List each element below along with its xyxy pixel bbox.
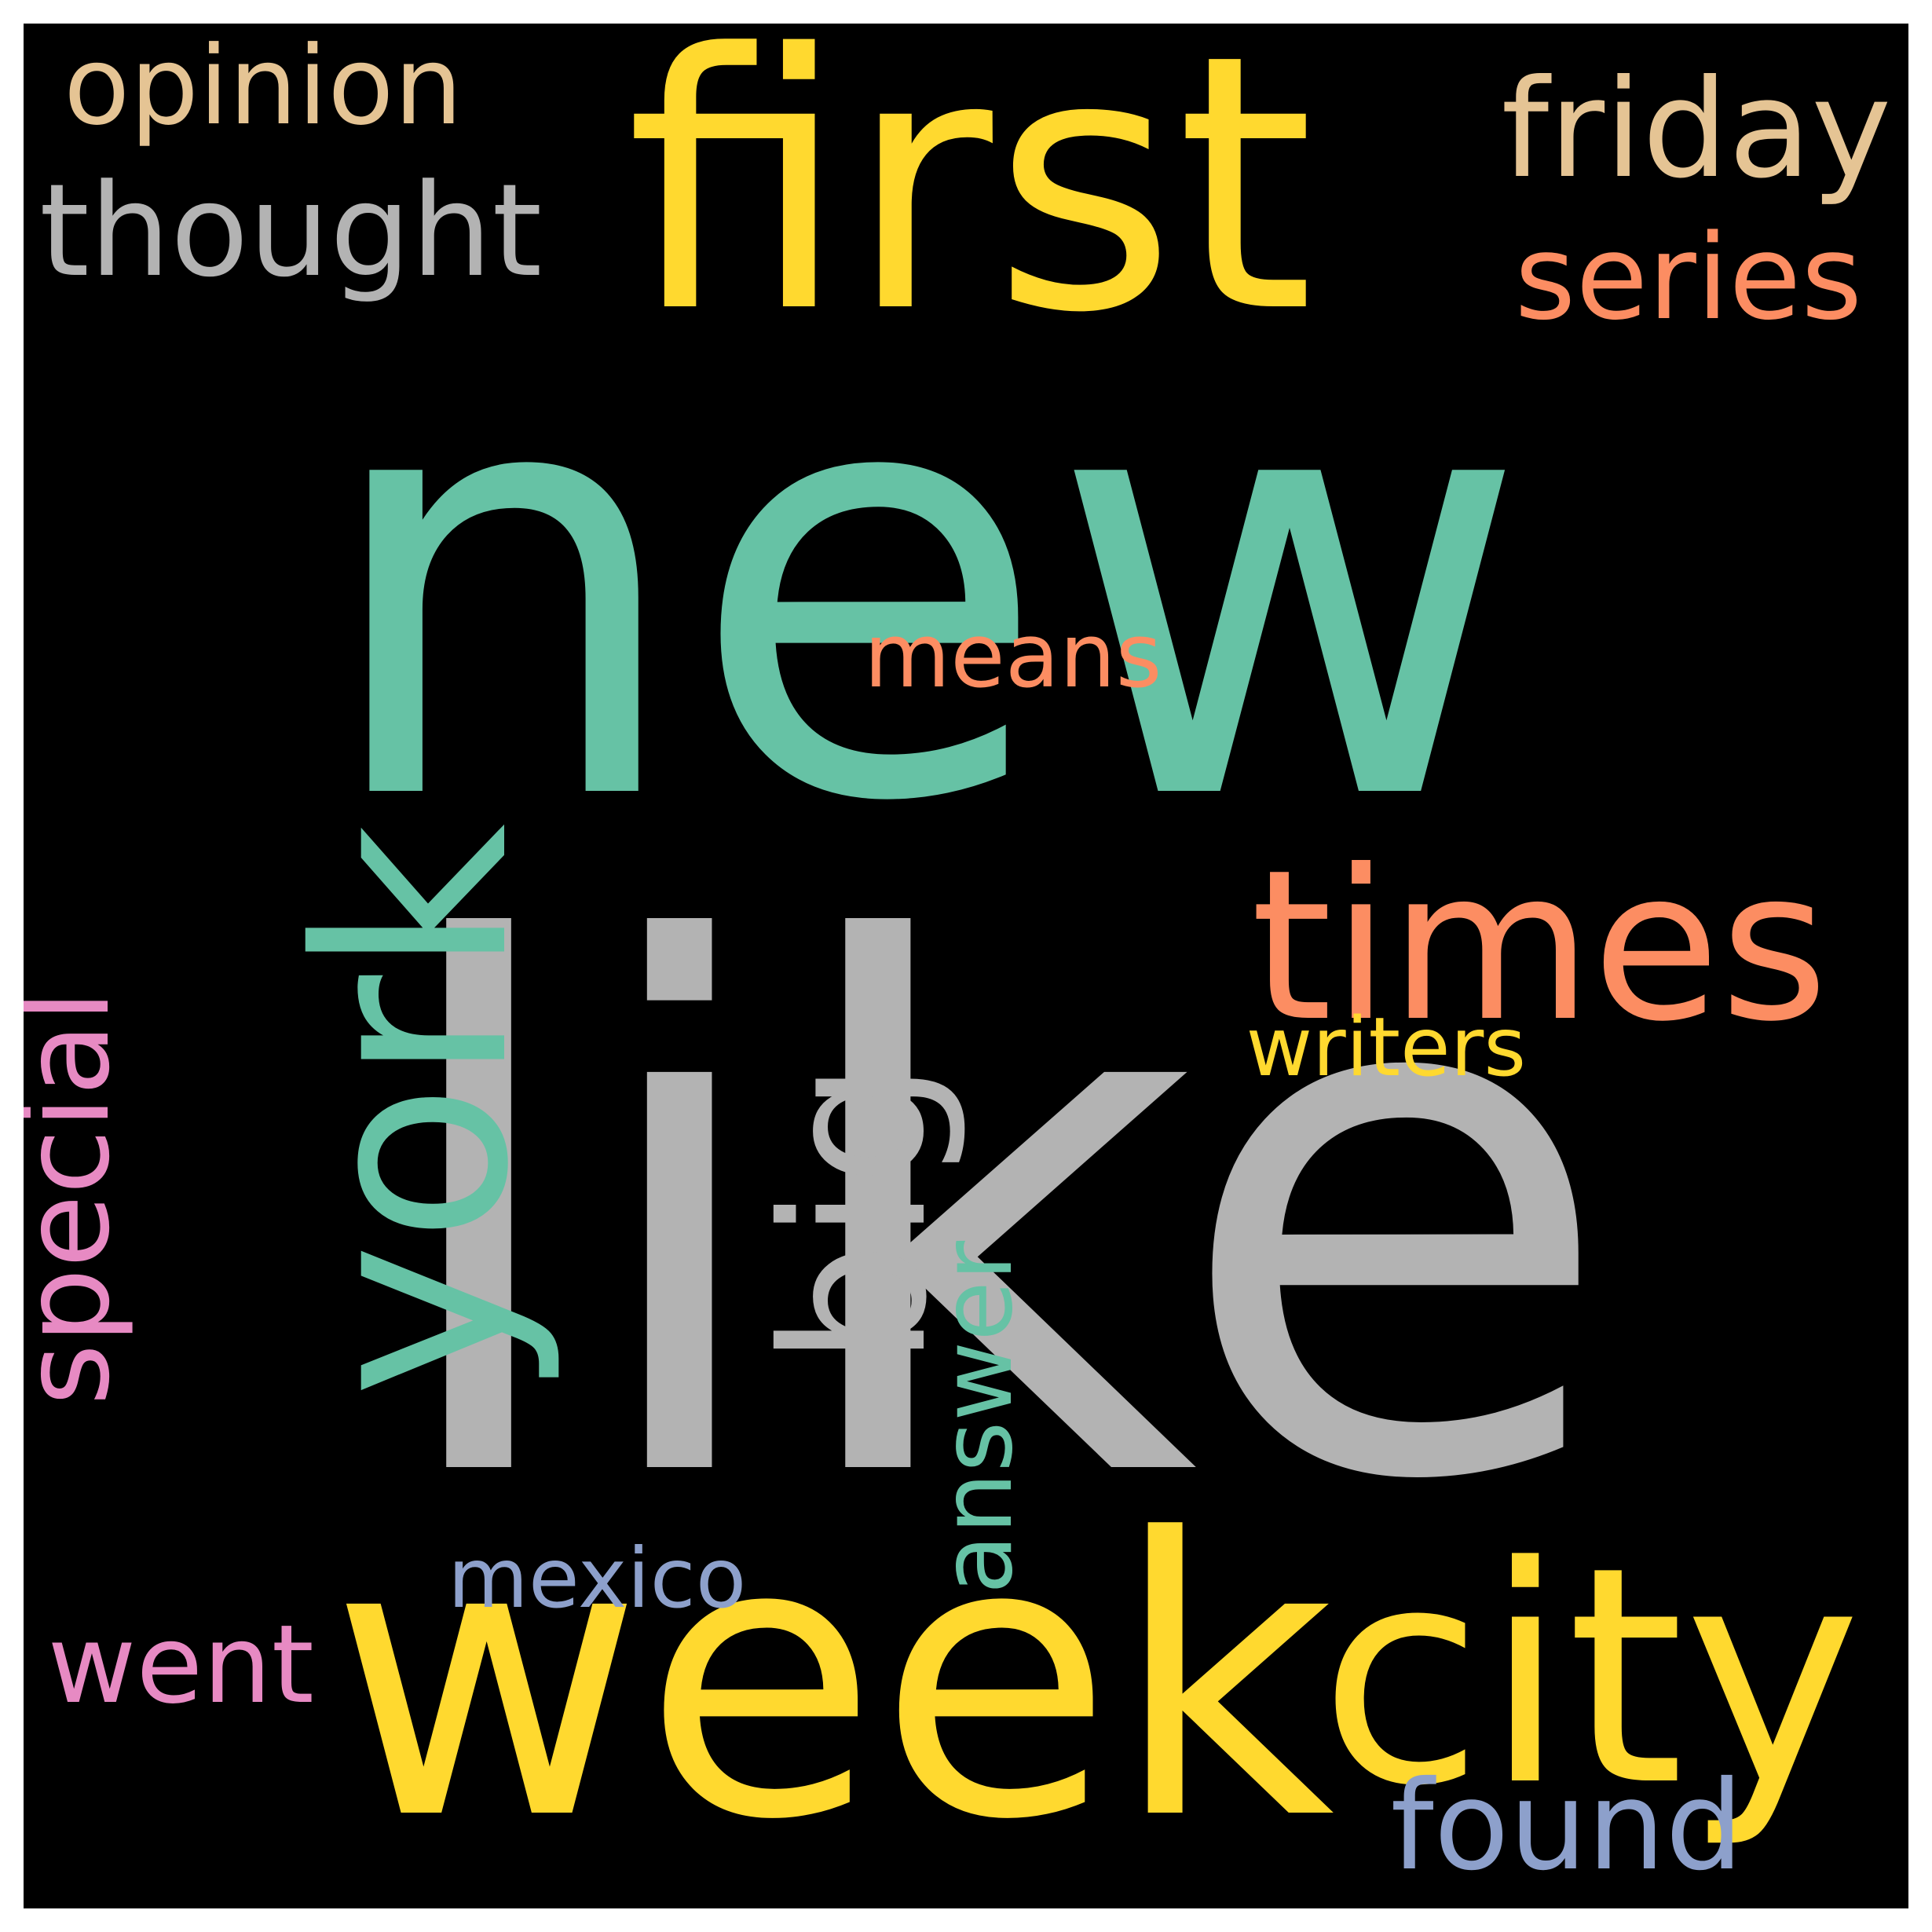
word-times: times <box>1250 825 1828 1067</box>
word-first: first <box>626 24 1315 390</box>
word-means: means <box>864 603 1162 708</box>
word-opinion: opinion <box>64 24 463 149</box>
word-answer: answer <box>920 1240 1034 1594</box>
word-cloud: new like first week york times city big … <box>24 24 1908 1908</box>
word-york: york <box>262 823 566 1398</box>
word-mexico: mexico <box>448 1530 747 1626</box>
word-series: series <box>1514 210 1863 346</box>
word-went: went <box>47 1601 314 1728</box>
word-new: new <box>316 247 1530 930</box>
word-special: special <box>24 990 136 1406</box>
word-found: found <box>1390 1753 1744 1897</box>
word-thought: thought <box>39 156 543 306</box>
word-writers: writers <box>1246 1001 1527 1095</box>
word-city: city <box>1319 1502 1862 1851</box>
word-like: like <box>378 796 1617 1637</box>
word-week: week <box>330 1457 1335 1903</box>
word-friday: friday <box>1501 49 1892 208</box>
